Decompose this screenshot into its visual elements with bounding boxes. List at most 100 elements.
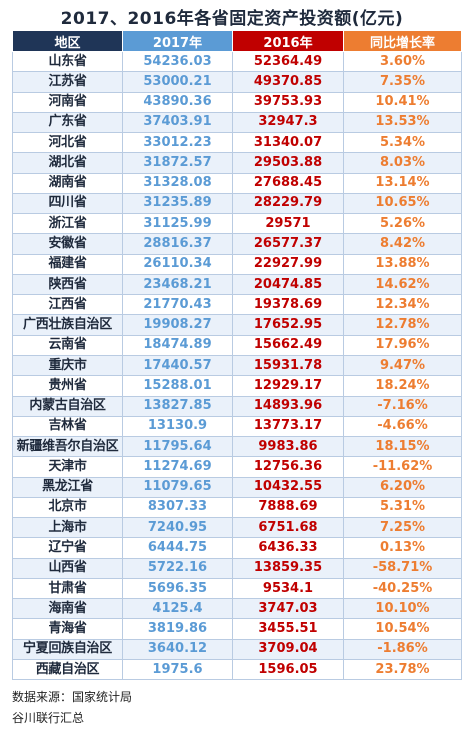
cell-2016: 19378.69: [232, 294, 344, 316]
cell-region: 上海市: [12, 517, 123, 539]
cell-region: 山西省: [12, 557, 123, 579]
table-row: 海南省 4125.4 3747.03 10.10%: [12, 598, 462, 620]
table-row: 吉林省 13130.9 13773.17 -4.66%: [12, 415, 462, 438]
table-row: 江西省 21770.43 19378.69 12.34%: [12, 294, 462, 316]
cell-2017: 31125.99: [122, 213, 233, 235]
header-growth: 同比增长率: [343, 30, 462, 52]
cell-growth: -1.86%: [343, 638, 462, 660]
cell-2017: 8307.33: [122, 496, 233, 519]
cell-region: 安徽省: [12, 233, 123, 255]
table-row: 青海省 3819.86 3455.51 10.54%: [12, 618, 462, 640]
cell-2017: 31235.89: [122, 192, 233, 215]
cell-growth: 6.20%: [343, 476, 462, 498]
cell-growth: 12.34%: [343, 294, 462, 316]
table-row: 山东省 54236.03 52364.49 3.60%: [12, 50, 462, 73]
cell-growth: -7.16%: [343, 395, 462, 417]
cell-region: 天津市: [12, 456, 123, 478]
cell-2017: 1975.6: [122, 658, 233, 681]
cell-region: 浙江省: [12, 213, 123, 235]
cell-2017: 28816.37: [122, 233, 233, 255]
cell-growth: 5.26%: [343, 213, 462, 235]
table-row: 广西壮族自治区 19908.27 17652.95 12.78%: [12, 314, 462, 336]
table-row: 福建省 26110.34 22927.99 13.88%: [12, 253, 462, 275]
cell-region: 西藏自治区: [12, 658, 123, 681]
cell-2016: 15662.49: [232, 334, 344, 356]
table-row: 黑龙江省 11079.65 10432.55 6.20%: [12, 476, 462, 498]
cell-growth: 18.15%: [343, 436, 462, 458]
cell-growth: 13.14%: [343, 172, 462, 194]
cell-2016: 28229.79: [232, 192, 344, 215]
cell-2017: 53000.21: [122, 71, 233, 93]
cell-growth: -58.71%: [343, 557, 462, 579]
table-row: 四川省 31235.89 28229.79 10.65%: [12, 192, 462, 215]
cell-region: 黑龙江省: [12, 476, 123, 498]
table-row: 河南省 43890.36 39753.93 10.41%: [12, 91, 462, 113]
cell-growth: 5.31%: [343, 496, 462, 519]
table-row: 天津市 11274.69 12756.36 -11.62%: [12, 456, 462, 478]
cell-2016: 6436.33: [232, 537, 344, 559]
cell-2016: 9983.86: [232, 436, 344, 458]
cell-2017: 13130.9: [122, 415, 233, 438]
cell-2016: 20474.85: [232, 273, 344, 296]
cell-2017: 7240.95: [122, 517, 233, 539]
cell-2016: 14893.96: [232, 395, 344, 417]
header-2017: 2017年: [122, 30, 233, 52]
compiler-note: 谷川联行汇总: [12, 711, 85, 725]
cell-region: 北京市: [12, 496, 123, 519]
cell-2016: 13773.17: [232, 415, 344, 438]
cell-growth: 7.35%: [343, 71, 462, 93]
cell-2017: 18474.89: [122, 334, 233, 356]
table-row: 辽宁省 6444.75 6436.33 0.13%: [12, 537, 462, 559]
cell-2016: 39753.93: [232, 91, 344, 113]
cell-2017: 3819.86: [122, 618, 233, 640]
table-row: 西藏自治区 1975.6 1596.05 23.78%: [12, 658, 462, 681]
cell-region: 云南省: [12, 334, 123, 356]
cell-2016: 12756.36: [232, 456, 344, 478]
cell-region: 甘肃省: [12, 577, 123, 600]
cell-growth: -4.66%: [343, 415, 462, 438]
header-region: 地区: [12, 30, 123, 52]
cell-2016: 1596.05: [232, 658, 344, 681]
cell-2016: 27688.45: [232, 172, 344, 194]
cell-region: 河南省: [12, 91, 123, 113]
cell-2016: 3747.03: [232, 598, 344, 620]
cell-2017: 13827.85: [122, 395, 233, 417]
cell-2017: 19908.27: [122, 314, 233, 336]
cell-region: 新疆维吾尔自治区: [12, 436, 123, 458]
cell-2016: 52364.49: [232, 50, 344, 73]
table-row: 广东省 37403.91 32947.3 13.53%: [12, 111, 462, 134]
cell-2017: 11079.65: [122, 476, 233, 498]
cell-region: 海南省: [12, 598, 123, 620]
table-row: 北京市 8307.33 7888.69 5.31%: [12, 496, 462, 519]
cell-growth: 13.53%: [343, 111, 462, 134]
cell-growth: 8.03%: [343, 152, 462, 174]
cell-2017: 23468.21: [122, 273, 233, 296]
cell-region: 湖北省: [12, 152, 123, 174]
cell-2016: 6751.68: [232, 517, 344, 539]
cell-growth: 10.10%: [343, 598, 462, 620]
cell-region: 山东省: [12, 50, 123, 73]
table-row: 宁夏回族自治区 3640.12 3709.04 -1.86%: [12, 638, 462, 660]
table-row: 陕西省 23468.21 20474.85 14.62%: [12, 273, 462, 296]
table-row: 重庆市 17440.57 15931.78 9.47%: [12, 354, 462, 377]
cell-2017: 37403.91: [122, 111, 233, 134]
investment-table: 地区 2017年 2016年 同比增长率 山东省 54236.03 52364.49…: [12, 30, 462, 681]
cell-2017: 6444.75: [122, 537, 233, 559]
cell-region: 福建省: [12, 253, 123, 275]
cell-growth: 10.65%: [343, 192, 462, 215]
header-2016: 2016年: [232, 30, 344, 52]
table-row: 浙江省 31125.99 29571 5.26%: [12, 213, 462, 235]
table-row: 湖北省 31872.57 29503.88 8.03%: [12, 152, 462, 174]
cell-growth: 13.88%: [343, 253, 462, 275]
cell-region: 河北省: [12, 132, 123, 154]
cell-region: 广东省: [12, 111, 123, 134]
cell-2016: 17652.95: [232, 314, 344, 336]
cell-2017: 3640.12: [122, 638, 233, 660]
cell-2016: 31340.07: [232, 132, 344, 154]
cell-2017: 11795.64: [122, 436, 233, 458]
table-row: 甘肃省 5696.35 9534.1 -40.25%: [12, 577, 462, 600]
table-header-row: 地区 2017年 2016年 同比增长率: [12, 30, 462, 52]
cell-2017: 54236.03: [122, 50, 233, 73]
cell-2017: 31328.08: [122, 172, 233, 194]
cell-region: 陕西省: [12, 273, 123, 296]
